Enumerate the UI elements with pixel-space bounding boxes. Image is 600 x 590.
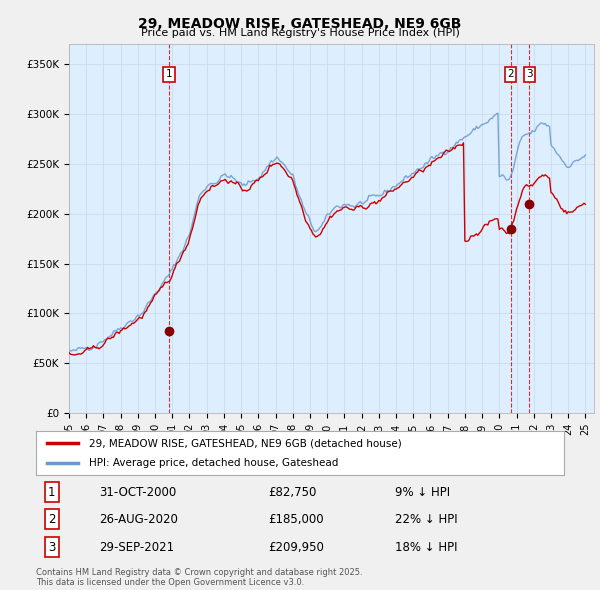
Text: Contains HM Land Registry data © Crown copyright and database right 2025.
This d: Contains HM Land Registry data © Crown c… xyxy=(36,568,362,587)
Text: 29, MEADOW RISE, GATESHEAD, NE9 6GB (detached house): 29, MEADOW RISE, GATESHEAD, NE9 6GB (det… xyxy=(89,438,401,448)
Text: 18% ↓ HPI: 18% ↓ HPI xyxy=(395,540,458,553)
Text: 9% ↓ HPI: 9% ↓ HPI xyxy=(395,486,450,499)
Text: 3: 3 xyxy=(48,540,56,553)
Text: 26-AUG-2020: 26-AUG-2020 xyxy=(100,513,178,526)
Text: 1: 1 xyxy=(166,69,173,79)
Text: Price paid vs. HM Land Registry's House Price Index (HPI): Price paid vs. HM Land Registry's House … xyxy=(140,28,460,38)
Text: £185,000: £185,000 xyxy=(268,513,324,526)
Text: 31-OCT-2000: 31-OCT-2000 xyxy=(100,486,176,499)
Text: 22% ↓ HPI: 22% ↓ HPI xyxy=(395,513,458,526)
Text: 1: 1 xyxy=(48,486,56,499)
Text: 2: 2 xyxy=(507,69,514,79)
Text: £209,950: £209,950 xyxy=(268,540,324,553)
Text: 29-SEP-2021: 29-SEP-2021 xyxy=(100,540,175,553)
Text: HPI: Average price, detached house, Gateshead: HPI: Average price, detached house, Gate… xyxy=(89,458,338,467)
Text: £82,750: £82,750 xyxy=(268,486,317,499)
Text: 2: 2 xyxy=(48,513,56,526)
Text: 29, MEADOW RISE, GATESHEAD, NE9 6GB: 29, MEADOW RISE, GATESHEAD, NE9 6GB xyxy=(139,17,461,31)
Text: 3: 3 xyxy=(526,69,533,79)
